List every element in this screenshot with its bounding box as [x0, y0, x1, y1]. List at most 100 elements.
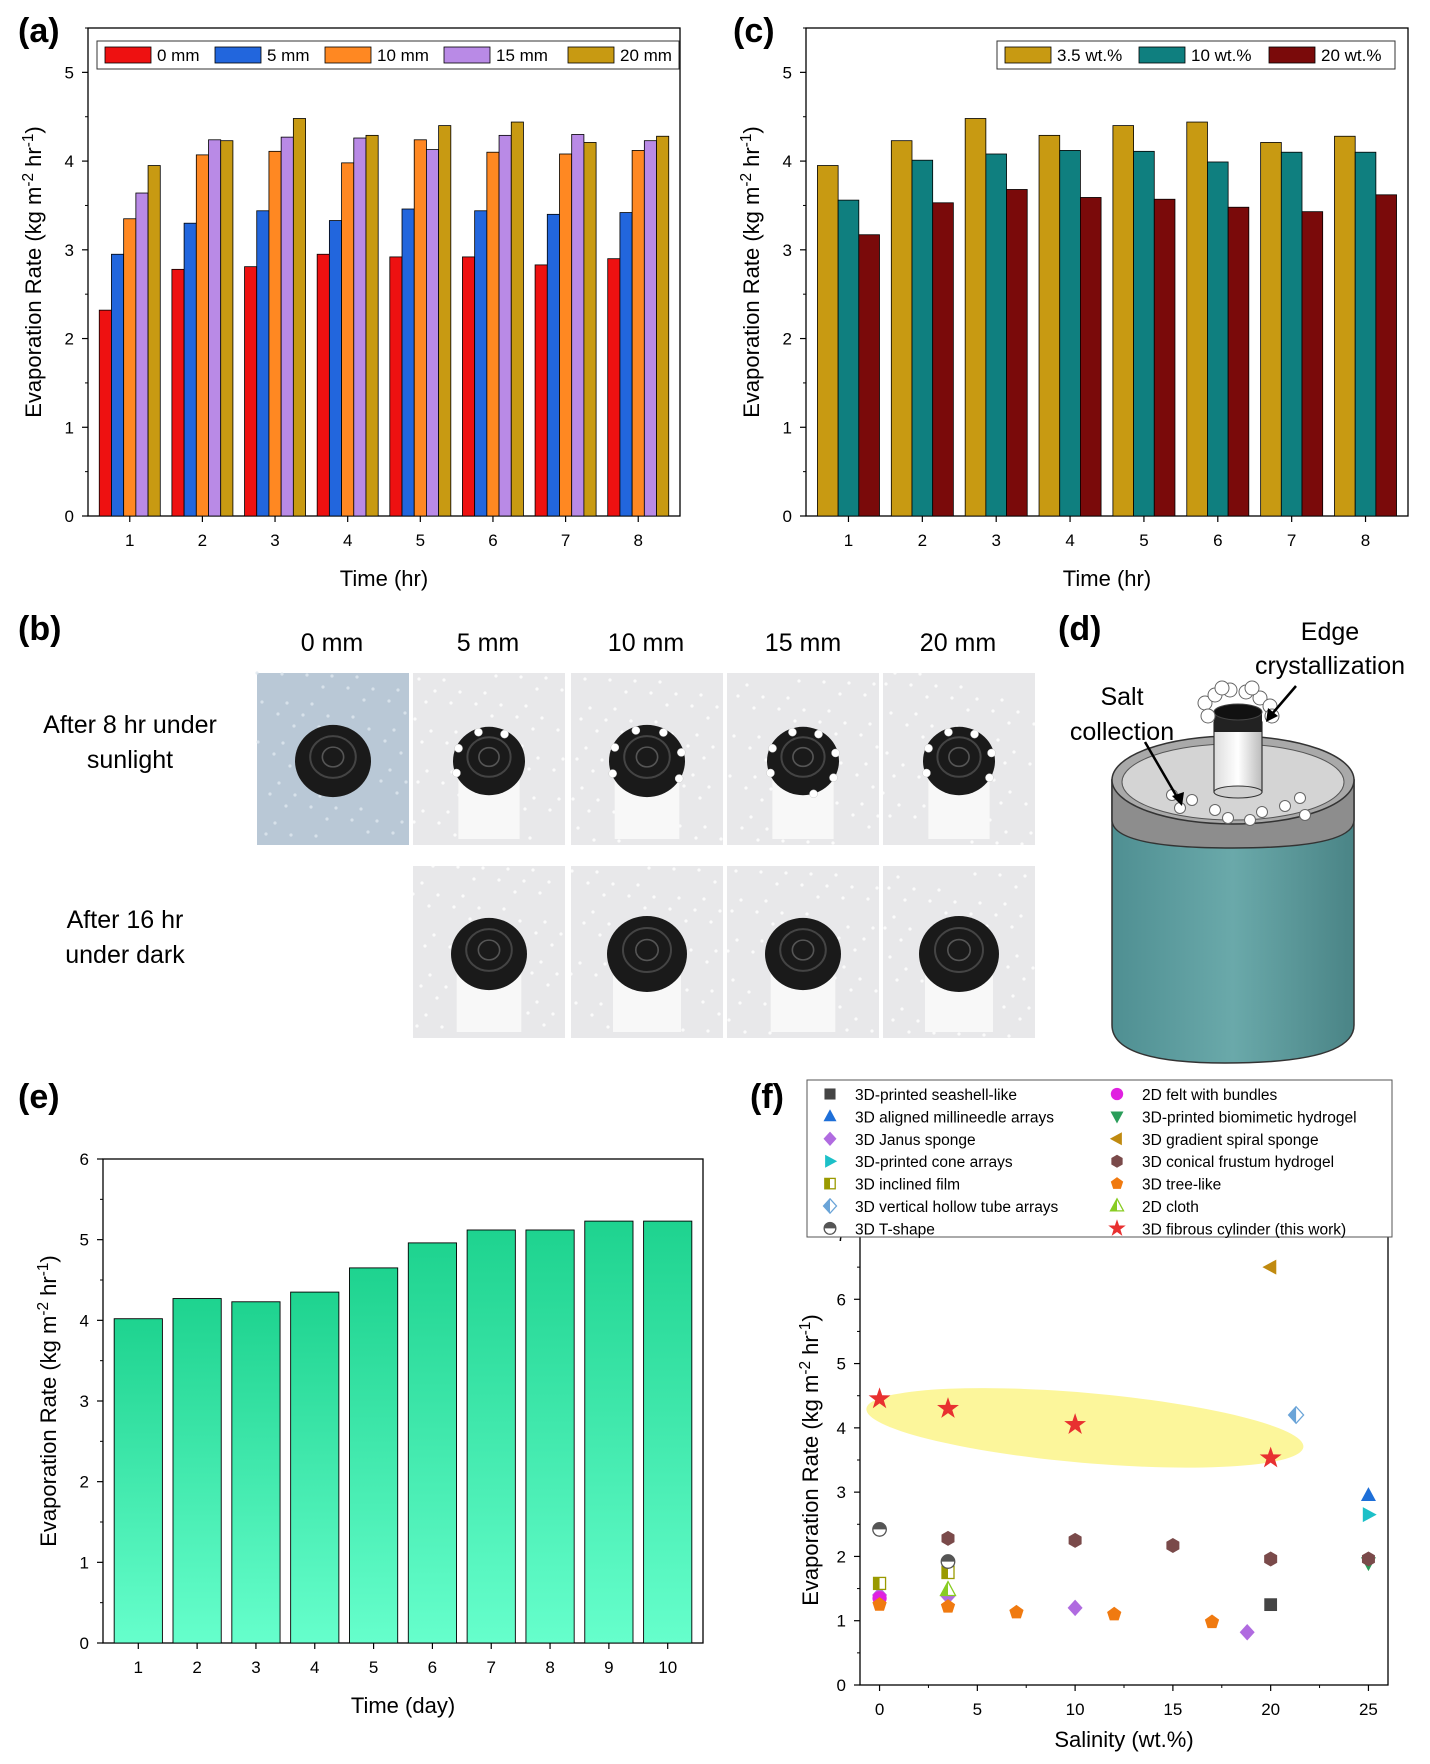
photo-tile	[412, 673, 565, 845]
photo-speckle	[950, 696, 954, 700]
photo-speckle	[350, 818, 354, 822]
photo-speckle	[273, 821, 277, 825]
bar-day-9	[584, 1220, 634, 1644]
crystal-blob	[1244, 814, 1256, 826]
point-s4-0-fill	[873, 1577, 880, 1590]
y-axis-label: Evaporation Rate (kg m-2 hr-1)	[20, 126, 47, 418]
photo-speckle	[448, 945, 452, 949]
photo-speckle	[994, 913, 998, 917]
photo-speckle	[575, 757, 579, 761]
photo-speckle	[600, 758, 604, 762]
photo-speckle	[527, 767, 531, 771]
point-s10-0	[941, 1530, 955, 1546]
photo-speckle	[458, 690, 462, 694]
photo-speckle	[652, 895, 656, 899]
photo-speckle	[606, 1025, 610, 1029]
photo-speckle	[850, 885, 854, 889]
crystal-blob	[1244, 680, 1260, 696]
salt-crystal	[768, 744, 777, 753]
photo-speckle	[760, 939, 764, 943]
bar-day-5	[349, 1267, 399, 1644]
legend-label: 3.5 wt.%	[1057, 46, 1122, 65]
bar-10wt-8	[1354, 151, 1377, 517]
photo-speckle	[413, 717, 417, 721]
photo-speckle	[289, 833, 293, 837]
legend-swatch	[324, 46, 372, 64]
photo-speckle	[654, 720, 658, 724]
chart-a: 1 2 3 4 5 6 7 8 0 1 2 3 4 5 Time (hr) Evaporation Rate …	[20, 27, 681, 591]
photo-speckle	[452, 905, 456, 909]
legend-label-2: 3D Janus sponge	[855, 1132, 976, 1149]
photo-speckle	[755, 910, 759, 914]
photo-speckle	[764, 758, 768, 762]
photo-speckle	[429, 729, 433, 733]
x-tick-label: 2	[918, 531, 927, 550]
legend-marker-12-fill	[1110, 1198, 1117, 1211]
photo-speckle	[843, 721, 847, 725]
bar-20mm-6	[510, 121, 524, 517]
black-sample	[765, 917, 841, 991]
photo-speckle	[727, 1018, 731, 1022]
photo-speckle	[276, 712, 280, 716]
photo-speckle	[771, 922, 775, 926]
photo-speckle	[731, 978, 735, 982]
legend-label-6: 3D T-shape	[855, 1221, 935, 1238]
photo-speckle	[881, 791, 885, 795]
salt-label-line1: Salt	[1100, 683, 1143, 711]
photo-speckle	[934, 684, 938, 688]
photo-speckle	[753, 775, 757, 779]
photo-speckle	[427, 904, 431, 908]
photo-speckle	[892, 915, 896, 919]
x-tick-label: 5	[1139, 531, 1148, 550]
photo-speckle	[494, 674, 498, 678]
black-sample	[609, 724, 685, 798]
photo-speckle	[318, 794, 322, 798]
salt-crystal	[677, 748, 686, 757]
photo-tile	[571, 673, 723, 845]
photo-speckle	[764, 899, 768, 903]
tube-body	[1213, 721, 1263, 793]
salt-crystal	[659, 728, 668, 737]
photo-speckle	[658, 680, 662, 684]
photo-speckle	[777, 707, 781, 711]
photo-speckle	[717, 1012, 721, 1016]
photo-speckle	[837, 936, 841, 940]
photo-speckle	[574, 1001, 578, 1005]
x-tick-label: 5	[369, 1658, 378, 1677]
legend-swatch	[214, 46, 262, 64]
crystal-blob	[1279, 800, 1291, 812]
photo-speckle	[1012, 750, 1016, 754]
photo-speckle	[532, 796, 536, 800]
photo-speckle	[559, 932, 563, 936]
black-sample	[295, 724, 371, 798]
sample-ring-inner	[321, 746, 345, 768]
photo-speckle	[816, 895, 820, 899]
bar-20mm-5	[438, 125, 452, 517]
bar-20wt-6	[1227, 206, 1250, 517]
sample-ring	[779, 928, 827, 972]
photo-speckle	[292, 724, 296, 728]
photo-speckle	[587, 809, 591, 813]
point-s6-0-fill	[872, 1522, 887, 1530]
salt-crystal	[944, 727, 953, 737]
legend-marker-9	[1109, 1132, 1122, 1146]
photo-speckle	[557, 797, 561, 801]
photo-speckle	[895, 978, 899, 982]
bar-15mm-3	[280, 136, 294, 517]
photo-speckle	[730, 909, 734, 913]
photo-speckle	[849, 988, 853, 992]
y-tick-label: 6	[837, 1290, 846, 1309]
photo-speckle	[542, 1023, 546, 1027]
photo-speckle	[973, 872, 977, 876]
bar-5mm-8	[619, 212, 633, 517]
photo-col-10mm: 10 mm	[608, 629, 684, 657]
legend-marker-13	[1108, 1219, 1126, 1236]
photo-speckle	[904, 967, 908, 971]
photo-speckle	[506, 867, 510, 871]
photo-speckle	[280, 672, 284, 676]
photo-speckle	[884, 682, 888, 686]
tube-bottom	[1213, 785, 1263, 799]
photo-speckle	[1011, 994, 1015, 998]
bar-35wt-7	[1260, 142, 1282, 517]
point-s6-1	[940, 1554, 956, 1569]
